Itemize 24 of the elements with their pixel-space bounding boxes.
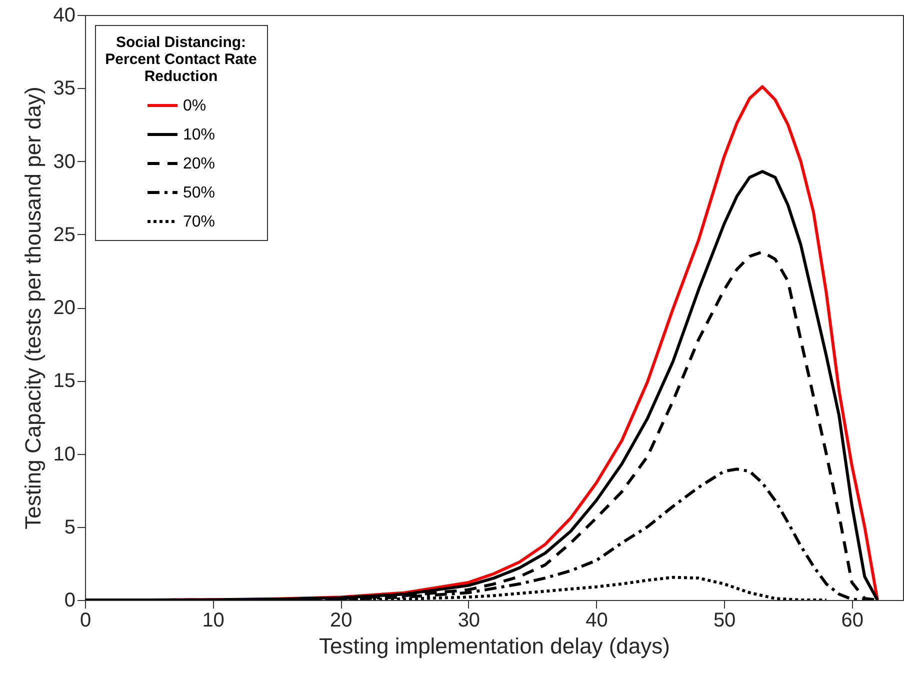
- y-tick-label: 25: [53, 224, 76, 246]
- y-axis-title: Testing Capacity (tests per thousand per day): [20, 86, 46, 530]
- legend-label: 70%: [183, 214, 216, 230]
- x-tick-label: 40: [586, 610, 608, 632]
- x-tick-label: 50: [713, 610, 736, 632]
- x-axis-title: Testing implementation delay (days): [319, 634, 670, 658]
- legend-title: Social Distancing: Percent Contact Rate Reduction: [105, 34, 257, 85]
- y-tick-label: 40: [53, 4, 76, 26]
- y-tick-label: 30: [53, 150, 76, 173]
- y-tick-label: 5: [64, 516, 76, 538]
- x-tick-label: 30: [458, 610, 480, 632]
- y-tick-label: 10: [53, 443, 76, 466]
- x-tick-label: 60: [841, 610, 864, 632]
- legend-label: 10%: [183, 126, 216, 144]
- legend-label: 50%: [183, 184, 216, 202]
- y-tick-label: 15: [53, 370, 76, 392]
- x-tick-label: 20: [330, 610, 352, 632]
- legend-label: 0%: [183, 98, 206, 114]
- y-tick-label: 35: [53, 78, 76, 100]
- y-tick-label: 0: [64, 590, 76, 612]
- legend-label: 20%: [183, 156, 216, 172]
- y-tick-label: 20: [53, 297, 76, 319]
- x-tick-label: 0: [80, 610, 92, 632]
- x-tick-label: 10: [202, 610, 224, 632]
